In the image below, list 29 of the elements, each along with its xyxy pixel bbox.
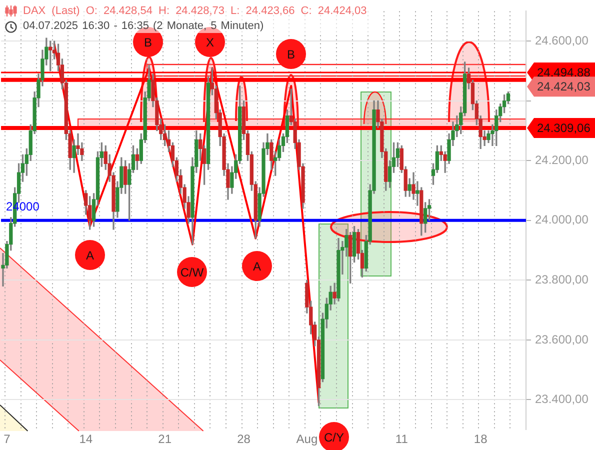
y-tick-label: 23.800,00 [535,272,589,286]
x-tick-label: 7 [4,432,11,446]
ref-line-label: 24.494,88 [537,65,591,80]
round-badge: A [75,240,105,270]
annotation: A [86,248,94,262]
y-tick-label: 24.000,00 [535,212,589,227]
round-badge: C/W [177,257,207,287]
round-badge: B [276,39,306,69]
y-tick-label: 24.200,00 [535,152,589,167]
x-tick-label: Aug [296,432,318,446]
x-tick-label: 14 [79,432,93,446]
candlestick [416,181,420,206]
annotation: X [206,36,214,50]
y-tick-label: 24.600,00 [535,33,589,48]
ref-line-label: 24.309,06 [537,120,591,135]
y-tick-label: 23.600,00 [535,332,589,346]
x-tick-label: 28 [237,432,251,446]
annotation: A [252,260,262,274]
round-badge: C/Y [319,422,349,450]
annotation: B [144,36,152,50]
chart-title: DAX (Last) O: 24.428,54 H: 24.428,73 L: 24.423,66 C: 24.424,03 [23,5,367,17]
text: 24.424,03 [537,79,591,94]
x-tick-label: 11 [395,432,408,446]
annotation: B [286,48,296,62]
round-badge: A [242,251,272,281]
y-tick-label: 23.400,00 [535,392,589,406]
annotation: C/W [180,266,204,280]
x-tick-label: 18 [474,432,488,446]
x-tick-label: 21 [158,432,172,446]
